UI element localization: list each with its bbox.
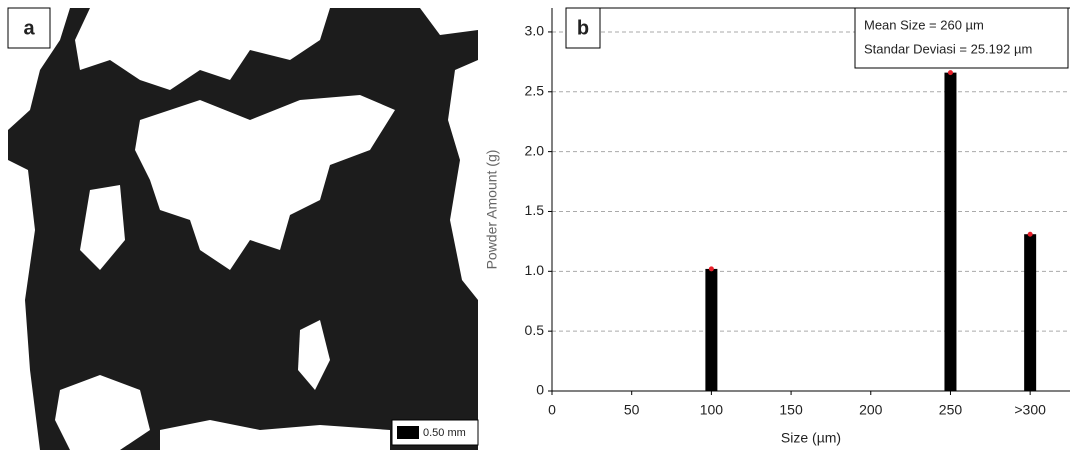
y-tick-label: 1.5	[525, 202, 545, 218]
x-tick-label: 200	[859, 402, 883, 418]
panel-label-box	[565, 7, 601, 49]
x-tick-label: 250	[939, 402, 963, 418]
y-tick-label: 2.5	[525, 82, 545, 98]
x-tick-label: 150	[779, 402, 803, 418]
y-tick-label: 0	[536, 382, 544, 398]
bar	[1024, 234, 1037, 391]
x-axis-label: Size (µm)	[781, 430, 841, 446]
y-tick-label: 2.0	[525, 142, 545, 158]
panel-label: a	[23, 17, 35, 39]
bar-top-marker	[947, 70, 953, 76]
bar	[705, 268, 718, 391]
annotation: Standar Deviasi = 25.192 µm	[864, 41, 1032, 56]
y-tick-label: 0.5	[525, 322, 545, 338]
x-tick-label: 0	[548, 402, 556, 418]
annotation-box	[854, 7, 1069, 69]
y-axis-label: Powder Amount (g)	[484, 150, 500, 270]
scale-bar	[397, 426, 419, 439]
x-tick-label: 50	[624, 402, 640, 418]
x-tick-label: 100	[700, 402, 724, 418]
chart: 0 0.5 1.0 1.5 2.0 2.5 3.0 0 50 100 150 200 250 >300 Si…	[484, 7, 1070, 446]
panel-label: b	[577, 17, 589, 39]
panel-label-box	[7, 7, 51, 49]
bar-top-marker	[1027, 231, 1033, 237]
y-tick-label: 3.0	[525, 23, 545, 39]
voids	[8, 8, 478, 450]
bar-top-marker	[708, 266, 714, 272]
micrograph: a 0.50 mm	[7, 7, 479, 450]
y-tick-label: 1.0	[525, 262, 545, 278]
x-tick-label: >300	[1014, 402, 1046, 418]
scale-bar-label: 0.50 mm	[423, 427, 466, 439]
annotation: Mean Size = 260 µm	[864, 17, 984, 32]
bar	[944, 72, 957, 391]
